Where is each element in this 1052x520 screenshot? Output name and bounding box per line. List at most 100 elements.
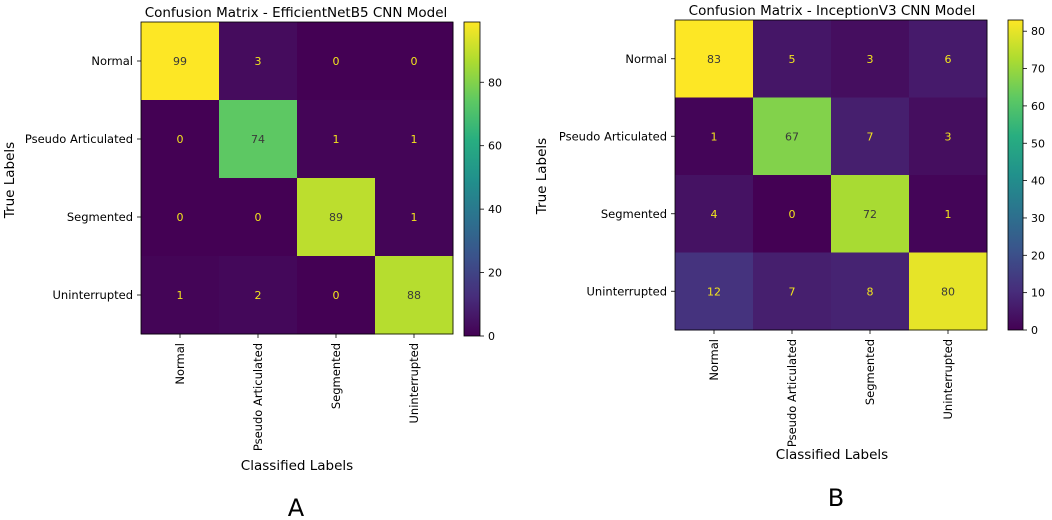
panel-a-cell-value: 1: [411, 211, 418, 224]
panel-b-xtick-label: Normal: [707, 339, 721, 381]
panel-a-cell-value: 0: [411, 55, 418, 68]
panel-b-ytick-label: Segmented: [601, 207, 667, 221]
panel-b-cell-3-1: [753, 252, 832, 331]
panel-a-label: A: [288, 494, 305, 520]
panel-b-cell-value: 1: [945, 208, 952, 221]
panel-a-ytick-label: Normal: [91, 54, 133, 68]
panel-b-colorbar-tick-label: 70: [1031, 63, 1045, 76]
panel-a-ytick-label: Uninterrupted: [53, 288, 134, 302]
panel-b-ytick-label: Normal: [625, 52, 667, 66]
panel-a-chart: Confusion Matrix - EfficientNetB5 CNN Mo…: [2, 5, 502, 520]
panel-a-cell-1-1: [219, 100, 298, 179]
panel-b-cell-value: 4: [711, 208, 718, 221]
panel-a-colorbar-tick-label: 80: [488, 76, 502, 89]
panel-b-title: Confusion Matrix - InceptionV3 CNN Model: [689, 3, 976, 19]
panel-b-cell-2-3: [909, 175, 988, 253]
panel-a-colorbar-tick-label: 40: [488, 203, 502, 216]
panel-b-cell-value: 3: [945, 130, 952, 143]
panel-b-colorbar-ticks: 0 10 20 30 40 50 60 70 80: [1023, 25, 1045, 337]
panel-b-cell-value: 8: [867, 285, 874, 298]
panel-a-xlabel: Classified Labels: [241, 458, 353, 474]
panel-a-cell-3-3: [375, 256, 454, 335]
panel-b-cell-value: 3: [867, 53, 874, 66]
panel-a-matrix: 99 3 0 0 0 74 1 1 0 0 89 1 1 2 0 88 Normal Normal Pseudo A…: [25, 21, 454, 451]
panel-a-cell-value: 0: [177, 133, 184, 146]
panel-b-cell-2-2: [831, 175, 910, 253]
panel-b-cell-2-1: [753, 175, 832, 253]
panel-b-cell-value: 7: [789, 285, 796, 298]
panel-b-ytick-label: Uninterrupted: [587, 284, 668, 298]
panel-b-label: B: [828, 484, 844, 512]
panel-a-cell-3-0: [141, 256, 220, 335]
panel-b-cell-value: 72: [863, 208, 877, 221]
panel-b-cell-1-3: [909, 97, 988, 176]
panel-a-cell-value: 1: [411, 133, 418, 146]
panel-b-xtick-label: Uninterrupted: [941, 339, 955, 420]
panel-b-cell-3-3: [909, 252, 988, 331]
panel-a-cell-1-0: [141, 100, 220, 179]
panel-b-colorbar: [1007, 19, 1024, 331]
panel-a-cell-0-2: [297, 22, 376, 101]
panel-b-cell-value: 80: [941, 285, 955, 298]
panel-b-cell-1-2: [831, 97, 910, 176]
panel-a-colorbar-tick-label: 0: [488, 330, 495, 343]
panel-b-xtick-label: Segmented: [863, 339, 877, 405]
panel-a-cell-value: 88: [407, 289, 421, 302]
panel-a-cell-2-2: [297, 178, 376, 257]
panel-b-matrix: 83 5 3 6 1 67 7 3 4 0 72 1 12 7 8 80 Normal Normal Pseudo …: [559, 19, 988, 447]
panel-b-cell-0-3: [909, 20, 988, 98]
panel-b-ylabel: True Labels: [534, 138, 550, 215]
panel-a-ytick-label: Segmented: [67, 210, 133, 224]
panel-b-cell-1-0: [675, 97, 754, 176]
panel-b-cell-3-0: [675, 252, 754, 331]
panel-b-colorbar-tick-label: 50: [1031, 137, 1045, 150]
panel-b-cell-value: 67: [785, 130, 799, 143]
panel-a-cell-value: 0: [177, 211, 184, 224]
panel-a-cell-value: 2: [255, 289, 262, 302]
panel-b-colorbar-tick-label: 10: [1031, 287, 1045, 300]
panel-a-cell-value: 3: [255, 55, 262, 68]
panel-a-cell-value: 1: [333, 133, 340, 146]
panel-b-cell-value: 0: [789, 208, 796, 221]
panel-a-cell-0-0: [141, 22, 220, 101]
panel-a-cell-3-2: [297, 256, 376, 335]
panel-a-cell-value: 0: [333, 289, 340, 302]
panel-b-cell-value: 5: [789, 53, 796, 66]
panel-a-title: Confusion Matrix - EfficientNetB5 CNN Mo…: [145, 5, 448, 21]
panel-a-colorbar-tick-label: 60: [488, 140, 502, 153]
panel-b-cell-value: 1: [711, 130, 718, 143]
panel-a-colorbar-tick-label: 20: [488, 267, 502, 280]
panel-a-xtick-label: Normal: [173, 343, 187, 385]
panel-b-colorbar-tick-label: 30: [1031, 212, 1045, 225]
panel-b-cell-0-2: [831, 20, 910, 98]
panel-a-cell-0-3: [375, 22, 454, 101]
panel-a-cell-2-3: [375, 178, 454, 257]
panel-a-cell-2-1: [219, 178, 298, 257]
panel-a-cell-value: 74: [251, 133, 265, 146]
panel-b-colorbar-tick-label: 40: [1031, 175, 1045, 188]
panel-b-cell-value: 12: [707, 285, 721, 298]
panel-a-xtick-label: Uninterrupted: [407, 343, 421, 424]
panel-b-xtick-label: Pseudo Articulated: [785, 339, 799, 447]
panel-a-cell-3-1: [219, 256, 298, 335]
panel-a-cell-value: 1: [177, 289, 184, 302]
panel-b-cell-2-0: [675, 175, 754, 253]
panel-b-colorbar-tick-label: 0: [1031, 324, 1038, 337]
panel-a-cell-2-0: [141, 178, 220, 257]
panel-b-cell-value: 83: [707, 53, 721, 66]
panel-a-cell-0-1: [219, 22, 298, 101]
panel-a-cell-value: 0: [255, 211, 262, 224]
panel-b-colorbar-tick-label: 60: [1031, 100, 1045, 113]
panel-b-ytick-label: Pseudo Articulated: [559, 129, 667, 143]
panel-b-xlabel: Classified Labels: [776, 447, 888, 463]
panel-a-ylabel: True Labels: [2, 142, 18, 219]
panel-b-cell-0-0: [675, 20, 754, 98]
panel-a-colorbar-ticks: 0 20 40 60 80: [480, 76, 502, 343]
panel-a-xtick-label: Pseudo Articulated: [251, 343, 265, 451]
panel-a-xtick-label: Segmented: [329, 343, 343, 409]
panel-a-ytick-label: Pseudo Articulated: [25, 132, 133, 146]
panel-b-cell-1-1: [753, 97, 832, 176]
panel-a-cell-value: 89: [329, 211, 343, 224]
panel-a-cell-1-2: [297, 100, 376, 179]
